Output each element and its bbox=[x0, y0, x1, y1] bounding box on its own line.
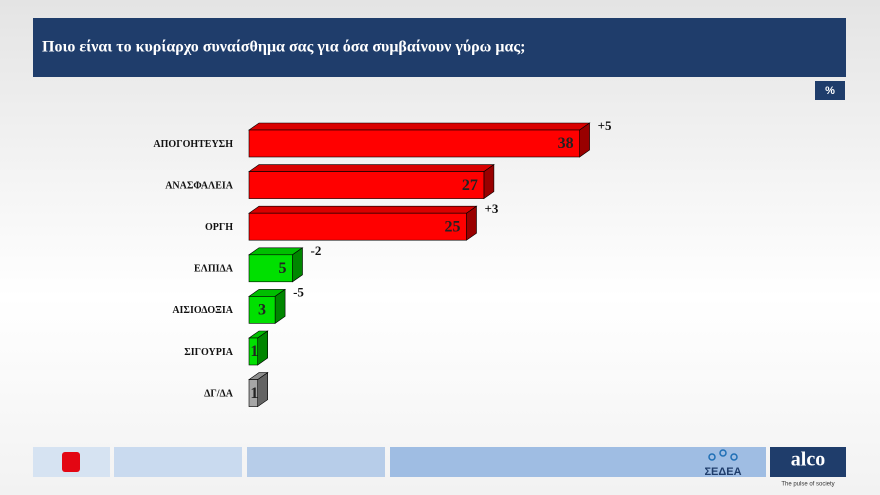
footer-block bbox=[114, 447, 242, 477]
bar-top bbox=[248, 164, 495, 172]
change-label: +3 bbox=[485, 201, 499, 216]
change-label: -5 bbox=[293, 284, 304, 299]
y-tick-label: ΑΝΑΣΦΑΛΕΙΑ bbox=[165, 180, 234, 191]
value-label: 38 bbox=[558, 135, 574, 152]
bar bbox=[248, 212, 467, 241]
unit-box bbox=[815, 81, 845, 100]
bar-top bbox=[248, 122, 591, 131]
bar bbox=[248, 254, 293, 283]
value-label: 3 bbox=[258, 302, 266, 319]
bar bbox=[248, 379, 258, 407]
footer: ΣΕΔΕΑ alco The pulse of society bbox=[33, 447, 846, 488]
chart-title: Ποιο είναι το κυρίαρχο συναίσθημα σας γι… bbox=[42, 39, 525, 56]
value-label: 1 bbox=[250, 385, 258, 402]
logo-icon bbox=[62, 452, 80, 472]
partner-logo: ΣΕΔΕΑ bbox=[704, 466, 741, 478]
value-label: 25 bbox=[445, 218, 461, 235]
bar bbox=[248, 296, 276, 324]
bar bbox=[248, 337, 258, 366]
change-label: -2 bbox=[311, 243, 322, 258]
value-label: 1 bbox=[250, 343, 258, 360]
y-tick-label: ΕΛΠΙΔΑ bbox=[194, 264, 234, 275]
brand-block bbox=[770, 447, 846, 477]
title-bar bbox=[33, 18, 846, 77]
y-tick-label: ΑΙΣΙΟΔΟΞΙΑ bbox=[172, 305, 233, 316]
logo-icon bbox=[708, 453, 716, 461]
logo-icon bbox=[730, 453, 738, 461]
brand-tagline: The pulse of society bbox=[781, 482, 834, 488]
y-tick-label: ΑΠΟΓΟΗΤΕΥΣΗ bbox=[153, 139, 233, 150]
footer-block bbox=[247, 447, 385, 477]
y-tick-label: ΣΙΓΟΥΡΙΑ bbox=[184, 347, 234, 358]
unit-label: % bbox=[825, 85, 835, 97]
change-label: +5 bbox=[598, 118, 612, 133]
bar bbox=[248, 129, 580, 158]
bar bbox=[248, 171, 485, 199]
y-tick-label: ΟΡΓΗ bbox=[205, 222, 233, 233]
brand-logo: alco bbox=[791, 449, 825, 471]
logo-icon bbox=[719, 449, 727, 457]
footer-block bbox=[390, 447, 766, 477]
y-tick-label: ΔΓ/ΔΑ bbox=[204, 388, 234, 399]
value-label: 27 bbox=[462, 177, 478, 194]
bar-top bbox=[248, 205, 478, 214]
value-label: 5 bbox=[279, 260, 287, 277]
